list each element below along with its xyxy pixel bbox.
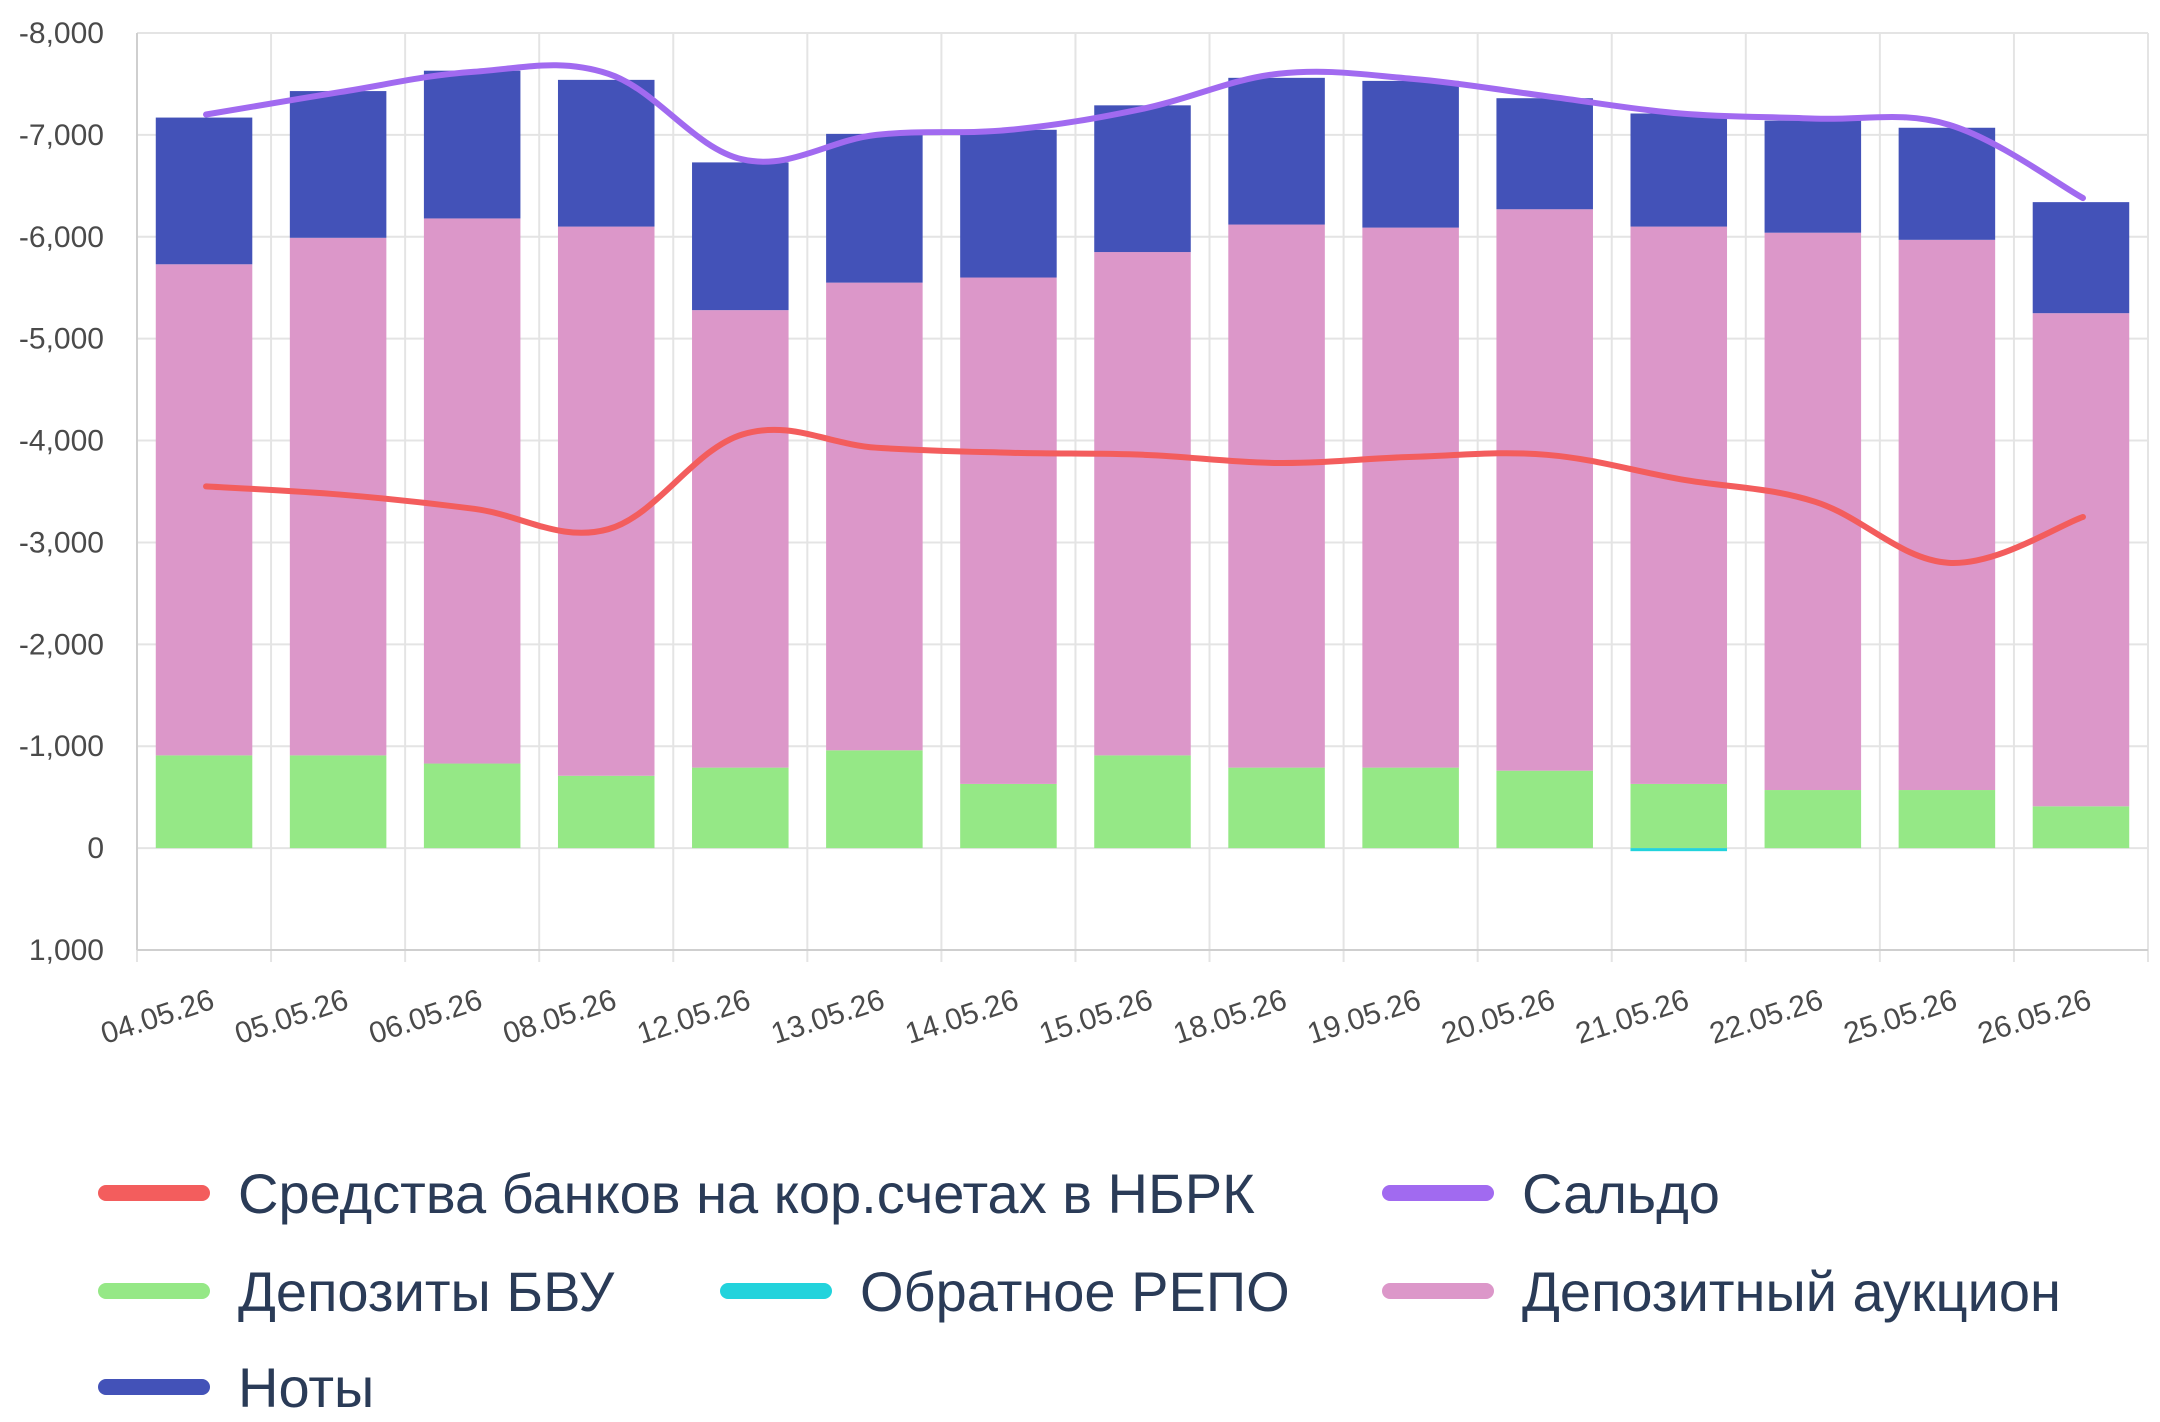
y-tick-label: -1,000: [19, 730, 104, 763]
bar-segment: [692, 310, 789, 768]
bar-segment: [960, 783, 1057, 849]
x-tick-label: 22.05.26: [1706, 983, 1827, 1050]
bar-segment: [1094, 755, 1191, 849]
bar-segment: [826, 750, 923, 849]
x-tick-label: 12.05.26: [633, 983, 754, 1050]
bar-segment: [557, 775, 655, 849]
x-tick-label: 26.05.26: [1974, 983, 2095, 1050]
bar-segment: [1228, 224, 1325, 768]
bar-segment: [1764, 790, 1862, 849]
y-tick-label: -3,000: [19, 526, 104, 559]
x-tick-label: 25.05.26: [1840, 983, 1961, 1050]
y-tick-label: 1,000: [29, 934, 104, 967]
y-tick-label: -5,000: [19, 323, 104, 356]
bar-segment: [2032, 313, 2130, 807]
bar-segment: [155, 264, 253, 756]
bar-segment: [1362, 227, 1459, 768]
y-tick-label: 0: [87, 832, 104, 865]
x-tick-label: 06.05.26: [365, 983, 486, 1050]
bar-segment: [2032, 806, 2130, 849]
bar-segment: [960, 129, 1057, 278]
x-tick-label: 19.05.26: [1304, 983, 1425, 1050]
x-tick-label: 20.05.26: [1438, 983, 1559, 1050]
bar-segment: [1496, 98, 1593, 210]
bar-segment: [1228, 77, 1325, 225]
bar-segment: [1362, 80, 1459, 228]
bar-segment: [1898, 239, 1996, 791]
bar-segment: [1898, 127, 1996, 240]
bar-segment: [2032, 202, 2130, 314]
bar-segment: [1630, 113, 1728, 227]
series-lines: [203, 62, 2086, 566]
bar-segment: [1898, 790, 1996, 849]
bar-segment: [826, 282, 923, 751]
x-tick-label: 04.05.26: [97, 983, 218, 1050]
series-line: [203, 426, 2086, 566]
bar-segment: [557, 226, 655, 776]
bar-segment: [289, 91, 387, 238]
bar-segment: [1630, 783, 1728, 849]
bar-segment: [1094, 105, 1191, 253]
bar-segment: [826, 133, 923, 283]
bar-segment: [155, 755, 253, 849]
bar-segment: [1362, 767, 1459, 849]
bar-segment: [1764, 120, 1862, 233]
x-tick-label: 15.05.26: [1035, 983, 1156, 1050]
bar-segment: [1764, 232, 1862, 791]
x-tick-label: 08.05.26: [499, 983, 620, 1050]
series-line: [203, 62, 2086, 202]
bar-segment: [1496, 209, 1593, 771]
y-tick-label: -6,000: [19, 221, 104, 254]
x-tick-label: 14.05.26: [901, 983, 1022, 1050]
bar-segment: [1496, 770, 1593, 849]
x-tick-label: 18.05.26: [1169, 983, 1290, 1050]
bar-segment: [692, 162, 789, 311]
bar-segment: [1630, 848, 1728, 852]
bar-segment: [423, 763, 521, 849]
y-tick-label: -4,000: [19, 425, 104, 458]
bar-segment: [289, 755, 387, 849]
x-tick-label: 21.05.26: [1572, 983, 1693, 1050]
bar-segment: [423, 218, 521, 764]
bar-segment: [1094, 252, 1191, 756]
x-tick-label: 13.05.26: [767, 983, 888, 1050]
x-axis-ticks: 04.05.26 05.05.26 06.05.26 08.05.26 12.05.26…: [97, 983, 2095, 1050]
bar-segment: [557, 79, 655, 227]
bar-segment: [1228, 767, 1325, 849]
bar-segment: [1630, 226, 1728, 784]
y-tick-label: -8,000: [19, 17, 104, 50]
y-axis-ticks: -8,000 -7,000 -6,000 -5,000 -4,000 -3,000 -2,0…: [19, 17, 104, 967]
bar-segment: [692, 767, 789, 849]
bar-segment: [423, 70, 521, 219]
bar-segment: [960, 277, 1057, 784]
bar-segment: [155, 117, 253, 265]
x-tick-label: 05.05.26: [231, 983, 352, 1050]
y-tick-label: -2,000: [19, 628, 104, 661]
bars: [155, 70, 2130, 852]
y-tick-label: -7,000: [19, 119, 104, 152]
